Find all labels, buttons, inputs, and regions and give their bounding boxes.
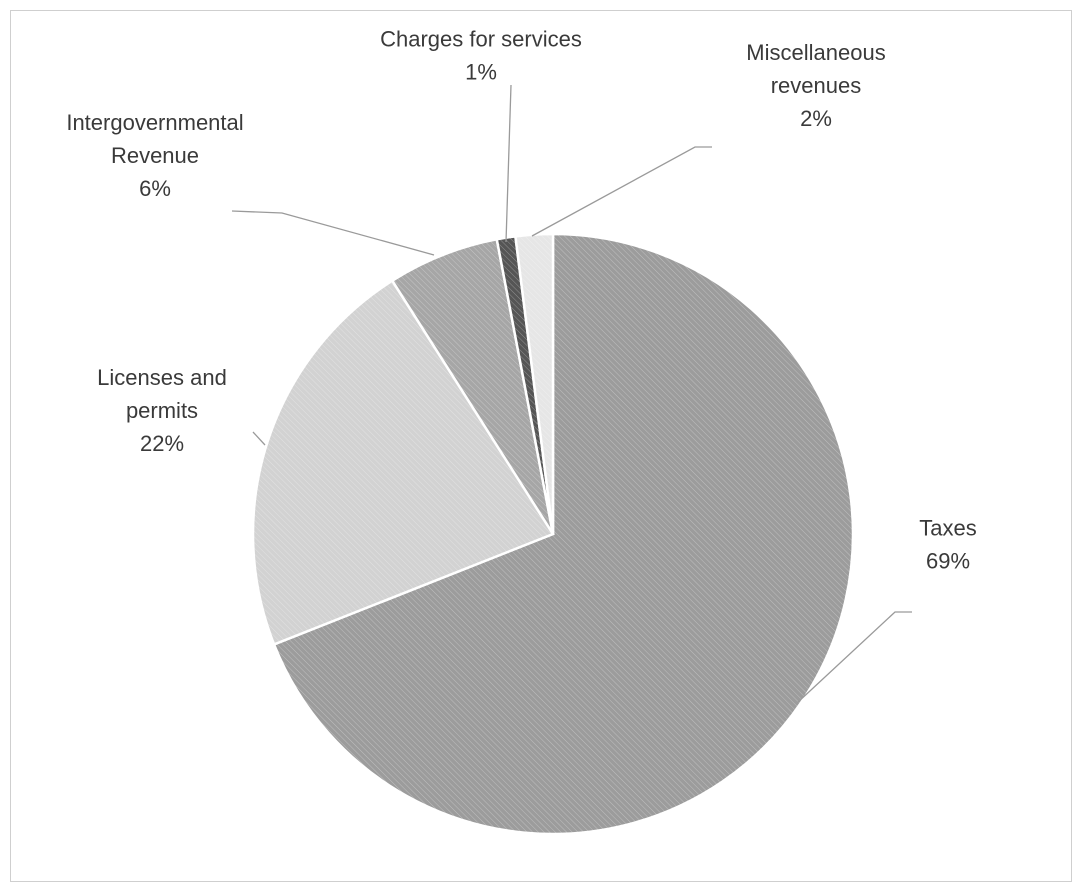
data-label-taxes: Taxes 69% (919, 516, 976, 574)
data-label-value: 2% (800, 106, 832, 131)
data-label-name: Miscellaneous (746, 40, 885, 65)
data-label-value: 6% (139, 176, 171, 201)
data-label-licenses-and-permits: Licenses and permits 22% (97, 365, 227, 456)
data-label-name: permits (126, 398, 198, 423)
data-label-charges-for-services: Charges for services 1% (380, 27, 582, 85)
leader-line-taxes (796, 611, 912, 704)
pie-slice-texture-charges-for-services (496, 236, 553, 534)
leader-line-charges-for-services (505, 84, 512, 243)
data-label-value: 22% (140, 431, 184, 456)
data-label-name: Licenses and (97, 365, 227, 390)
pie-slice-texture-licenses-and-permits (252, 280, 554, 645)
leader-lines (231, 84, 912, 704)
data-label-intergovernmental-revenue: Intergovernmental Revenue 6% (66, 110, 243, 201)
data-label-name: revenues (771, 73, 862, 98)
data-label-value: 1% (465, 60, 497, 85)
leader-line-licenses-and-permits (252, 431, 266, 446)
pie-slices (251, 232, 855, 836)
pie-slice-texture-miscellaneous-revenues (515, 234, 553, 534)
data-label-name: Charges for services (380, 27, 582, 52)
leader-line-miscellaneous-revenues (531, 146, 712, 237)
data-label-name: Taxes (919, 516, 976, 541)
leader-line-intergovernmental-revenue (231, 210, 435, 256)
pie-slice-texture-taxes (274, 234, 854, 835)
data-label-value: 69% (926, 549, 970, 574)
pie-slice-texture-intergovernmental-revenue (392, 239, 553, 534)
data-label-miscellaneous-revenues: Miscellaneous revenues 2% (746, 40, 885, 131)
data-label-name: Intergovernmental (66, 110, 243, 135)
data-labels: Taxes 69% Licenses and permits 22% Intergover… (66, 27, 976, 574)
data-label-name: Revenue (111, 143, 199, 168)
